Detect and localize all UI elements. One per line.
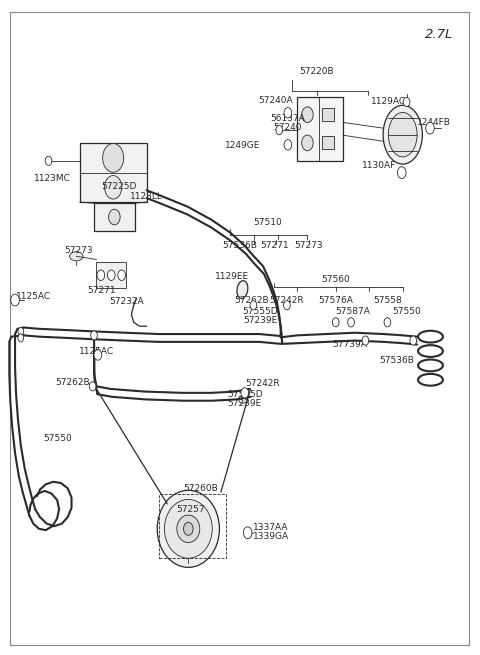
- Text: 57271: 57271: [87, 286, 116, 295]
- Bar: [323, 108, 335, 121]
- Text: 57232A: 57232A: [110, 297, 144, 306]
- Text: 57536B: 57536B: [223, 240, 257, 250]
- Circle shape: [105, 176, 122, 199]
- Ellipse shape: [237, 280, 248, 299]
- Circle shape: [384, 318, 391, 327]
- Circle shape: [241, 388, 249, 398]
- Circle shape: [426, 122, 434, 134]
- Circle shape: [284, 301, 290, 310]
- Bar: [158, 493, 226, 557]
- Ellipse shape: [164, 499, 212, 558]
- Text: 57240A: 57240A: [259, 96, 293, 105]
- Bar: [298, 97, 343, 161]
- Circle shape: [243, 527, 252, 538]
- Text: 57739A: 57739A: [333, 340, 368, 349]
- Text: 57550: 57550: [392, 307, 421, 316]
- Circle shape: [302, 135, 313, 151]
- Text: 1123LL: 1123LL: [130, 193, 163, 201]
- Text: 57271: 57271: [261, 240, 289, 250]
- Text: 1125AC: 1125AC: [79, 347, 114, 356]
- Circle shape: [108, 270, 115, 280]
- Text: 57273: 57273: [295, 240, 323, 250]
- Text: 1129AC: 1129AC: [371, 97, 406, 106]
- Text: 1339GA: 1339GA: [253, 532, 289, 541]
- Text: 57260B: 57260B: [183, 484, 218, 493]
- Circle shape: [302, 107, 313, 122]
- Text: 57555D: 57555D: [227, 390, 263, 399]
- Ellipse shape: [383, 105, 422, 164]
- Text: 2.7L: 2.7L: [425, 28, 453, 41]
- Bar: [323, 136, 335, 149]
- Bar: [96, 262, 126, 288]
- Text: 57262B: 57262B: [55, 378, 90, 387]
- Text: 57273: 57273: [64, 246, 93, 255]
- Bar: [94, 203, 135, 231]
- Circle shape: [91, 331, 97, 340]
- Text: 57587A: 57587A: [335, 307, 370, 316]
- Text: 57558: 57558: [373, 295, 402, 305]
- Text: 56137A: 56137A: [270, 114, 305, 123]
- Text: 57242R: 57242R: [270, 295, 304, 305]
- Circle shape: [108, 209, 120, 225]
- Circle shape: [103, 143, 124, 172]
- Circle shape: [284, 107, 292, 118]
- Circle shape: [18, 334, 24, 342]
- Text: 1130AF: 1130AF: [361, 161, 396, 170]
- Ellipse shape: [388, 113, 417, 157]
- Circle shape: [11, 294, 19, 306]
- Ellipse shape: [157, 490, 219, 567]
- Circle shape: [183, 522, 193, 535]
- Ellipse shape: [239, 396, 247, 403]
- Text: 57239E: 57239E: [243, 316, 278, 326]
- Ellipse shape: [70, 252, 83, 261]
- Text: 1244FB: 1244FB: [417, 118, 451, 127]
- Text: 1337AA: 1337AA: [253, 523, 289, 532]
- Text: 1123MC: 1123MC: [34, 174, 71, 183]
- Circle shape: [97, 270, 105, 280]
- Circle shape: [18, 328, 24, 335]
- Circle shape: [403, 98, 410, 107]
- Text: 57550: 57550: [43, 434, 72, 443]
- Text: 1125AC: 1125AC: [16, 291, 51, 301]
- Circle shape: [250, 301, 257, 310]
- Circle shape: [410, 336, 417, 345]
- Circle shape: [118, 270, 125, 280]
- Text: 57555D: 57555D: [243, 307, 278, 316]
- Text: 57560: 57560: [321, 274, 350, 284]
- Circle shape: [89, 382, 96, 391]
- Text: 57239E: 57239E: [228, 399, 262, 408]
- Text: 57240: 57240: [274, 123, 302, 132]
- Circle shape: [348, 318, 354, 327]
- Text: 57262B: 57262B: [235, 295, 269, 305]
- Text: 57242R: 57242R: [246, 379, 280, 388]
- Text: 57225D: 57225D: [102, 182, 137, 191]
- Circle shape: [276, 126, 283, 135]
- Text: 1129EE: 1129EE: [215, 272, 250, 281]
- Text: 1249GE: 1249GE: [225, 141, 260, 150]
- Circle shape: [397, 167, 406, 178]
- Circle shape: [284, 140, 292, 150]
- Bar: [80, 143, 147, 202]
- Text: 57220B: 57220B: [299, 67, 334, 76]
- Text: 57257: 57257: [176, 505, 204, 514]
- Text: 57536B: 57536B: [380, 356, 414, 365]
- Text: 57576A: 57576A: [318, 295, 353, 305]
- Circle shape: [362, 336, 369, 345]
- Text: 57510: 57510: [253, 218, 282, 227]
- Circle shape: [94, 350, 102, 360]
- Circle shape: [332, 318, 339, 327]
- Ellipse shape: [177, 515, 200, 542]
- Circle shape: [45, 157, 52, 166]
